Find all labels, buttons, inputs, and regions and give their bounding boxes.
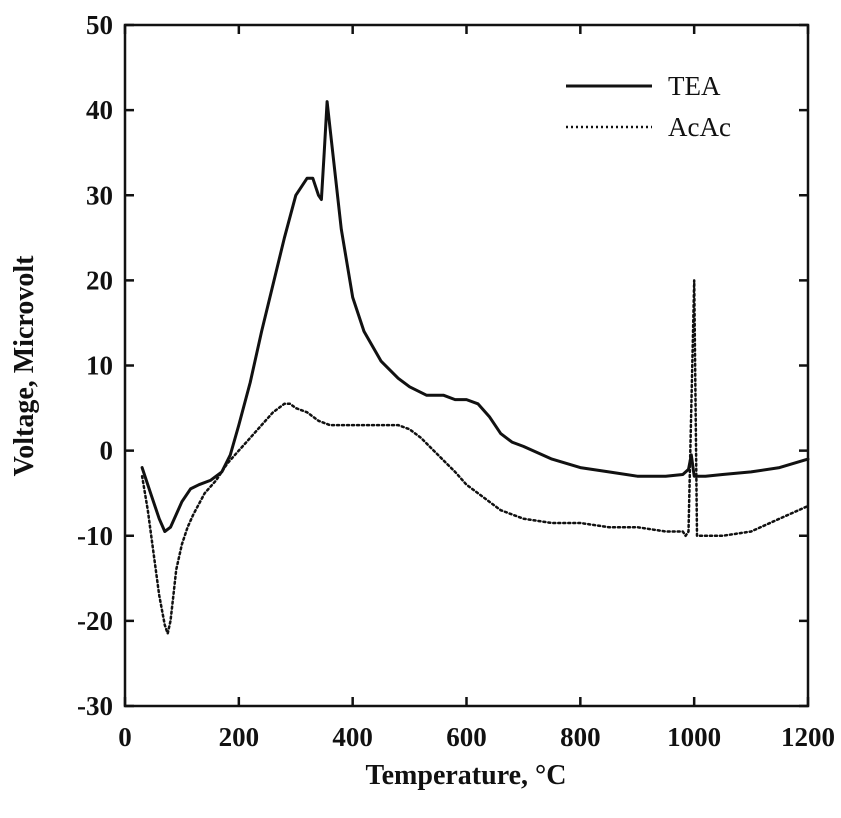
y-tick-label: -20 xyxy=(77,606,113,636)
y-tick-label: -30 xyxy=(77,691,113,721)
y-tick-label: 20 xyxy=(86,265,113,295)
y-axis: -30 -20 -10 0 10 20 30 40 50 xyxy=(77,10,808,721)
x-tick-label: 600 xyxy=(446,722,487,752)
y-tick-label: 40 xyxy=(86,95,113,125)
series-line-acac xyxy=(140,279,810,635)
legend-label-acac: AcAc xyxy=(668,112,731,142)
x-tick-label: 400 xyxy=(332,722,373,752)
y-tick-label: 30 xyxy=(86,180,113,210)
y-tick-label: 0 xyxy=(100,436,114,466)
y-tick-label: 10 xyxy=(86,351,113,381)
plot-area xyxy=(140,100,810,635)
legend-label-tea: TEA xyxy=(668,71,721,101)
y-tick-label: -10 xyxy=(77,521,113,551)
x-tick-label: 1200 xyxy=(781,722,835,752)
x-tick-label: 200 xyxy=(219,722,260,752)
legend: TEA AcAc xyxy=(566,71,731,142)
x-axis: 0 200 400 600 800 1000 1200 xyxy=(118,25,835,752)
x-axis-title: Temperature, °C xyxy=(366,760,567,791)
y-axis-title: Voltage, Microvolt xyxy=(9,255,40,477)
series-line-tea xyxy=(140,100,810,533)
x-tick-label: 1000 xyxy=(667,722,721,752)
x-tick-label: 800 xyxy=(560,722,601,752)
x-tick-label: 0 xyxy=(118,722,132,752)
y-tick-label: 50 xyxy=(86,10,113,40)
